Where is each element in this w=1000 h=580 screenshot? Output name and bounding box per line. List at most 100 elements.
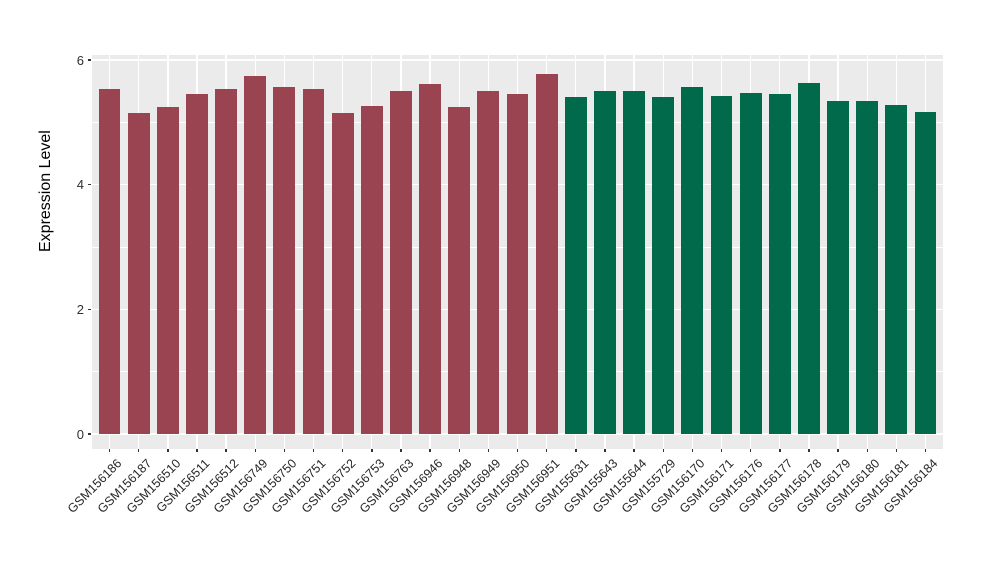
bar-GSM156946 <box>419 83 442 434</box>
bar-GSM156512 <box>215 88 238 434</box>
bar-slot-GSM156179 <box>824 55 853 449</box>
bar-slot-GSM156949 <box>474 55 503 449</box>
x-tick-GSM156178: GSM156178 <box>765 449 824 559</box>
x-tick-GSM156749: GSM156749 <box>211 449 270 559</box>
x-tick-GSM156184: GSM156184 <box>881 449 941 559</box>
x-tick-GSM156179: GSM156179 <box>794 449 853 559</box>
bar-slot-GSM156946 <box>416 55 445 449</box>
x-tick-GSM156752: GSM156752 <box>298 449 358 559</box>
y-tick-mark-4 <box>88 183 91 186</box>
bar-slot-GSM156512 <box>212 55 241 449</box>
bar-slot-GSM156180 <box>853 55 882 449</box>
x-tick-GSM156948: GSM156948 <box>415 449 474 559</box>
x-tick-GSM156951: GSM156951 <box>502 449 562 559</box>
bar-GSM156178 <box>798 82 820 434</box>
y-tick-label-0: 0 <box>76 426 84 442</box>
x-tick-GSM156950: GSM156950 <box>473 449 533 559</box>
x-axis-labels: GSM156186 GSM156187 GSM156510 GSM156511 GSM1… <box>65 449 943 559</box>
bar-slot-GSM156184 <box>911 55 940 449</box>
bar-GSM156949 <box>477 91 500 434</box>
bar-slot-GSM156181 <box>882 55 911 449</box>
bar-GSM156179 <box>827 101 849 434</box>
bar-GSM156510 <box>156 106 179 434</box>
y-tick-mark-2 <box>88 308 91 311</box>
bar-GSM155643 <box>594 91 616 434</box>
x-axis: GSM156186 GSM156187 GSM156510 GSM156511 GSM1… <box>65 449 943 579</box>
bar-GSM156951 <box>535 74 558 434</box>
bar-slot-GSM155644 <box>620 55 649 449</box>
bar-GSM156750 <box>273 87 296 434</box>
bar-GSM156752 <box>331 113 354 434</box>
bar-slot-GSM156763 <box>386 55 415 449</box>
bar-GSM156753 <box>360 105 383 434</box>
bar-GSM156763 <box>390 90 412 434</box>
y-tick-label-6: 6 <box>76 52 84 68</box>
x-tick-GSM156511: GSM156511 <box>153 449 212 559</box>
y-tick-mark-0 <box>88 433 91 435</box>
x-tick-GSM156949: GSM156949 <box>444 449 504 559</box>
y-tick-mark-6 <box>88 59 91 61</box>
bar-slot-GSM156170 <box>678 55 707 449</box>
x-tick-GSM156753: GSM156753 <box>328 449 387 559</box>
bar-GSM155644 <box>623 91 646 434</box>
bar-slot-GSM156750 <box>270 55 299 449</box>
bar-GSM156186 <box>98 88 121 434</box>
bar-slot-GSM156178 <box>794 55 823 449</box>
bar-GSM155631 <box>564 96 587 434</box>
plot-panel <box>92 55 943 449</box>
x-tick-GSM156187: GSM156187 <box>94 449 154 559</box>
bar-slot-GSM155729 <box>649 55 678 449</box>
x-tick-GSM156176: GSM156176 <box>706 449 766 559</box>
bar-GSM156751 <box>302 88 325 434</box>
bar-GSM156511 <box>186 94 208 434</box>
bar-GSM156184 <box>914 112 937 434</box>
bar-slot-GSM156510 <box>153 55 182 449</box>
x-tick-GSM156763: GSM156763 <box>357 449 416 559</box>
bar-GSM156187 <box>127 113 150 434</box>
bar-GSM156950 <box>506 93 529 434</box>
bar-slot-GSM155631 <box>561 55 590 449</box>
x-tick-GSM156186: GSM156186 <box>65 449 125 559</box>
x-tick-GSM156171: GSM156171 <box>677 449 737 559</box>
x-tick-GSM156170: GSM156170 <box>648 449 708 559</box>
x-tick-GSM156181: GSM156181 <box>852 449 912 559</box>
bar-GSM156177 <box>768 94 791 434</box>
x-tick-GSM155631: GSM155631 <box>531 449 591 559</box>
bar-slot-GSM156187 <box>124 55 153 449</box>
bar-GSM156948 <box>448 106 471 434</box>
y-tick-label-2: 2 <box>76 301 84 317</box>
bar-slot-GSM156749 <box>241 55 270 449</box>
bar-GSM156171 <box>710 95 733 434</box>
bar-slot-GSM156186 <box>95 55 124 449</box>
bar-GSM156176 <box>739 93 762 434</box>
bar-slot-GSM156752 <box>328 55 357 449</box>
x-tick-GSM156750: GSM156750 <box>240 449 300 559</box>
x-tick-GSM156180: GSM156180 <box>823 449 882 559</box>
x-tick-GSM156512: GSM156512 <box>182 449 241 559</box>
x-tick-GSM155729: GSM155729 <box>619 449 678 559</box>
bar-slot-GSM155643 <box>590 55 619 449</box>
x-tick-GSM156946: GSM156946 <box>386 449 445 559</box>
bars-container <box>92 55 943 449</box>
bar-GSM155729 <box>652 96 675 434</box>
bar-slot-GSM156177 <box>765 55 794 449</box>
bar-slot-GSM156951 <box>532 55 561 449</box>
bar-slot-GSM156176 <box>736 55 765 449</box>
x-tick-GSM156510: GSM156510 <box>124 449 183 559</box>
y-tick-label-4: 4 <box>76 177 84 193</box>
bar-GSM156181 <box>885 104 908 434</box>
bar-GSM156180 <box>856 101 879 434</box>
bar-slot-GSM156171 <box>707 55 736 449</box>
x-tick-GSM156177: GSM156177 <box>735 449 795 559</box>
bar-slot-GSM156948 <box>445 55 474 449</box>
bar-GSM156749 <box>244 76 267 434</box>
bar-slot-GSM156753 <box>357 55 386 449</box>
x-tick-GSM155643: GSM155643 <box>561 449 620 559</box>
bar-GSM156170 <box>681 87 704 434</box>
bar-slot-GSM156950 <box>503 55 532 449</box>
x-tick-GSM156751: GSM156751 <box>269 449 329 559</box>
x-tick-GSM155644: GSM155644 <box>590 449 649 559</box>
bar-slot-GSM156751 <box>299 55 328 449</box>
bar-slot-GSM156511 <box>182 55 211 449</box>
